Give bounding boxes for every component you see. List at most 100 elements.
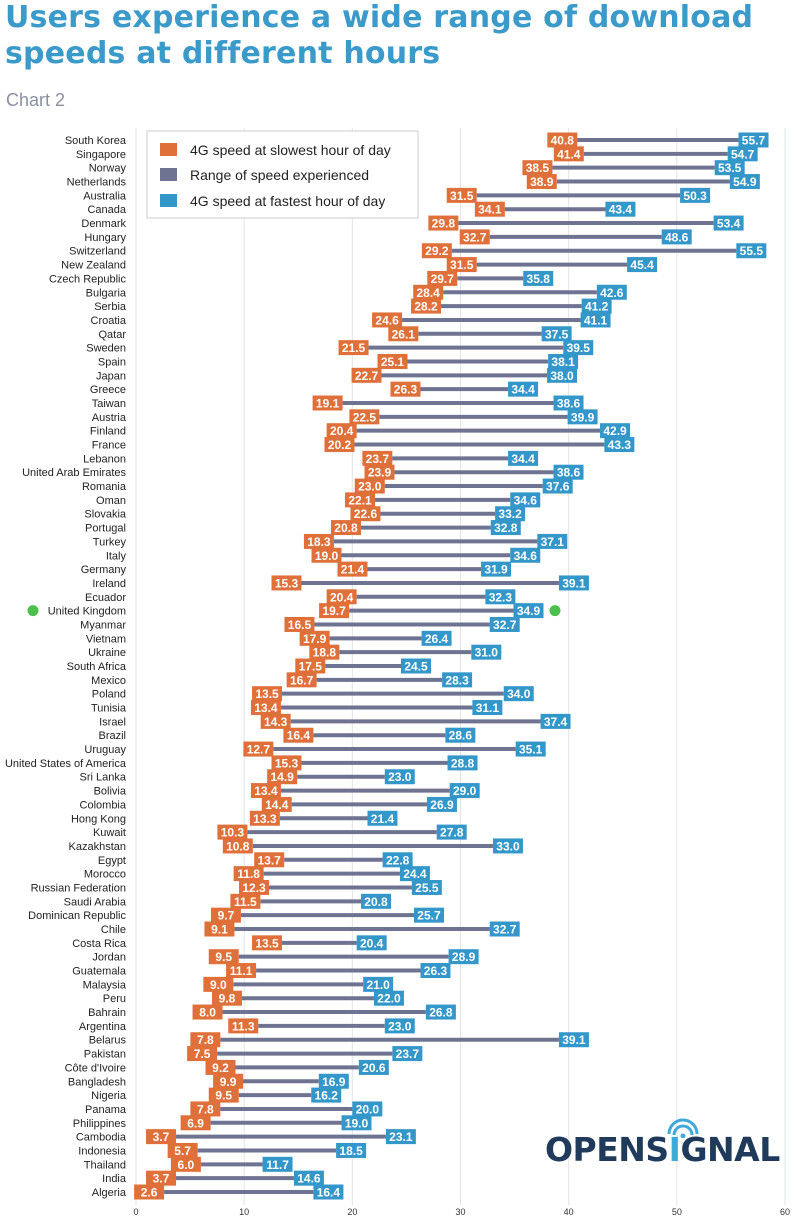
fastest-marker [447, 755, 478, 771]
row-malaysia: Malaysia 9.0 21.0 [83, 976, 394, 992]
fastest-marker [472, 700, 503, 716]
fastest-marker [714, 160, 745, 176]
row-portugal: Portugal 20.8 32.8 [85, 520, 521, 536]
fastest-marker [604, 437, 635, 453]
fastest-value-label: 34.6 [514, 493, 538, 507]
country-label: Greece [90, 384, 126, 396]
row-germany: Germany 21.4 31.9 [81, 561, 512, 577]
slowest-marker [474, 201, 505, 217]
slowest-value-label: 6.9 [187, 1116, 204, 1130]
fastest-marker [445, 727, 476, 743]
country-label: Germany [81, 564, 127, 576]
country-label: South Africa [67, 661, 127, 673]
row-peru: Peru 9.8 22.0 [103, 990, 404, 1006]
slowest-marker [230, 893, 261, 909]
fastest-value-label: 32.7 [493, 923, 517, 937]
fastest-marker [471, 644, 502, 660]
country-label: Pakistan [84, 1049, 126, 1061]
slowest-value-label: 14.9 [270, 770, 294, 784]
row-pakistan: Pakistan 7.5 23.7 [84, 1046, 423, 1062]
slowest-marker [204, 921, 235, 937]
row-philippines: Philippines 6.9 19.0 [73, 1115, 372, 1131]
row-jordan: Jordan 9.5 28.9 [92, 949, 479, 965]
row-romania: Romania 23.0 37.6 [82, 478, 573, 494]
country-label: Israel [99, 716, 126, 728]
fastest-marker [436, 824, 467, 840]
slowest-value-label: 9.2 [212, 1061, 229, 1075]
row-mexico: Mexico 16.7 28.3 [91, 672, 473, 688]
slowest-marker [222, 838, 253, 854]
fastest-value-label: 32.8 [494, 521, 518, 535]
slowest-marker [192, 1004, 223, 1020]
fastest-marker [537, 533, 568, 549]
fastest-marker [356, 935, 387, 951]
slowest-marker [427, 270, 458, 286]
slowest-value-label: 20.4 [330, 590, 354, 604]
slowest-marker [170, 1156, 201, 1172]
row-italy: Italy 19.0 34.6 [106, 547, 541, 563]
slowest-marker [446, 257, 477, 273]
slowest-value-label: 14.4 [265, 798, 289, 812]
fastest-marker [401, 658, 432, 674]
slowest-marker [243, 741, 274, 757]
fastest-marker [600, 423, 631, 439]
country-label: Chile [101, 924, 126, 936]
slowest-value-label: 19.0 [315, 549, 339, 563]
slowest-marker [284, 616, 315, 632]
fastest-value-label: 23.0 [388, 1019, 412, 1033]
country-label: Colombia [80, 799, 127, 811]
country-label: Côte d'Ivoire [65, 1062, 126, 1074]
slowest-marker [208, 949, 239, 965]
fastest-marker [384, 1018, 415, 1034]
fastest-value-label: 34.0 [507, 687, 531, 701]
country-label: Serbia [94, 301, 127, 313]
country-label: Ireland [92, 578, 126, 590]
fastest-value-label: 31.0 [475, 646, 499, 660]
slowest-marker [421, 243, 452, 259]
row-south-africa: South Africa 17.5 24.5 [67, 658, 432, 674]
slowest-value-label: 3.7 [153, 1172, 170, 1186]
country-label: Cambodia [76, 1132, 127, 1144]
fastest-marker [523, 270, 554, 286]
fastest-value-label: 20.6 [362, 1061, 386, 1075]
slowest-marker [254, 852, 285, 868]
fastest-value-label: 37.6 [546, 480, 570, 494]
row-kazakhstan: Kazakhstan 10.8 33.0 [69, 838, 523, 854]
slowest-value-label: 24.6 [375, 313, 399, 327]
row-egypt: Egypt 13.7 22.8 [98, 852, 413, 868]
slowest-value-label: 7.5 [194, 1047, 211, 1061]
slowest-marker [309, 644, 340, 660]
fastest-value-label: 20.0 [356, 1102, 380, 1116]
fastest-value-label: 42.9 [603, 424, 627, 438]
row-south-korea: South Korea 40.8 55.7 [65, 132, 769, 148]
fastest-marker [358, 1059, 389, 1075]
slowest-marker [203, 976, 234, 992]
chart-subtitle: Chart 2 [6, 90, 66, 110]
fastest-value-label: 55.5 [740, 244, 764, 258]
fastest-value-label: 26.4 [425, 632, 449, 646]
fastest-value-label: 37.5 [545, 327, 569, 341]
fastest-value-label: 34.6 [514, 549, 538, 563]
row-colombia: Colombia 14.4 26.9 [80, 796, 457, 812]
row-cambodia: Cambodia 3.7 23.1 [76, 1129, 416, 1145]
row-poland: Poland 13.5 34.0 [92, 686, 534, 702]
x-tick-label: 60 [780, 1207, 790, 1217]
slowest-value-label: 29.7 [431, 272, 455, 286]
x-tick-label: 10 [239, 1207, 249, 1217]
slowest-value-label: 19.7 [322, 604, 346, 618]
slowest-marker [210, 907, 241, 923]
fastest-marker [547, 367, 578, 383]
slowest-value-label: 3.7 [153, 1130, 170, 1144]
fastest-value-label: 27.8 [440, 826, 464, 840]
fastest-marker [558, 575, 589, 591]
x-tick-label: 30 [455, 1207, 465, 1217]
slowest-marker [303, 533, 334, 549]
slowest-marker [190, 1101, 221, 1117]
highlight-dot-left [27, 605, 39, 617]
slowest-value-label: 34.1 [478, 203, 502, 217]
fastest-value-label: 31.9 [484, 563, 508, 577]
slowest-marker [428, 215, 459, 231]
fastest-value-label: 39.5 [567, 341, 591, 355]
fastest-marker [293, 1170, 324, 1186]
legend-swatch-slowest [160, 143, 177, 156]
